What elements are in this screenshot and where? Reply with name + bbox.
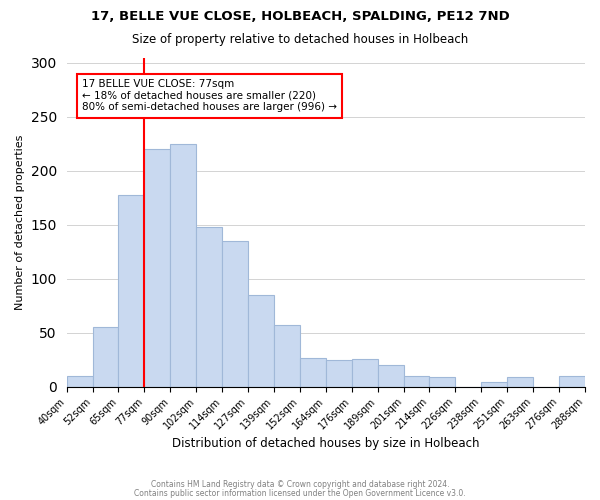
Bar bbox=[274, 326, 300, 387]
Bar bbox=[481, 382, 507, 387]
Bar bbox=[507, 377, 533, 387]
Bar bbox=[170, 144, 196, 387]
Bar bbox=[67, 376, 92, 387]
Bar bbox=[92, 328, 118, 387]
Bar bbox=[326, 360, 352, 387]
Bar bbox=[559, 376, 585, 387]
Bar bbox=[118, 194, 145, 387]
Text: 17, BELLE VUE CLOSE, HOLBEACH, SPALDING, PE12 7ND: 17, BELLE VUE CLOSE, HOLBEACH, SPALDING,… bbox=[91, 10, 509, 23]
X-axis label: Distribution of detached houses by size in Holbeach: Distribution of detached houses by size … bbox=[172, 437, 479, 450]
Bar bbox=[196, 227, 222, 387]
Text: Size of property relative to detached houses in Holbeach: Size of property relative to detached ho… bbox=[132, 32, 468, 46]
Bar bbox=[145, 150, 170, 387]
Bar bbox=[248, 295, 274, 387]
Text: Contains HM Land Registry data © Crown copyright and database right 2024.: Contains HM Land Registry data © Crown c… bbox=[151, 480, 449, 489]
Bar bbox=[430, 377, 455, 387]
Y-axis label: Number of detached properties: Number of detached properties bbox=[15, 134, 25, 310]
Bar bbox=[352, 358, 377, 387]
Text: Contains public sector information licensed under the Open Government Licence v3: Contains public sector information licen… bbox=[134, 489, 466, 498]
Bar bbox=[377, 365, 404, 387]
Text: 17 BELLE VUE CLOSE: 77sqm
← 18% of detached houses are smaller (220)
80% of semi: 17 BELLE VUE CLOSE: 77sqm ← 18% of detac… bbox=[82, 79, 337, 112]
Bar bbox=[222, 241, 248, 387]
Bar bbox=[404, 376, 430, 387]
Bar bbox=[300, 358, 326, 387]
